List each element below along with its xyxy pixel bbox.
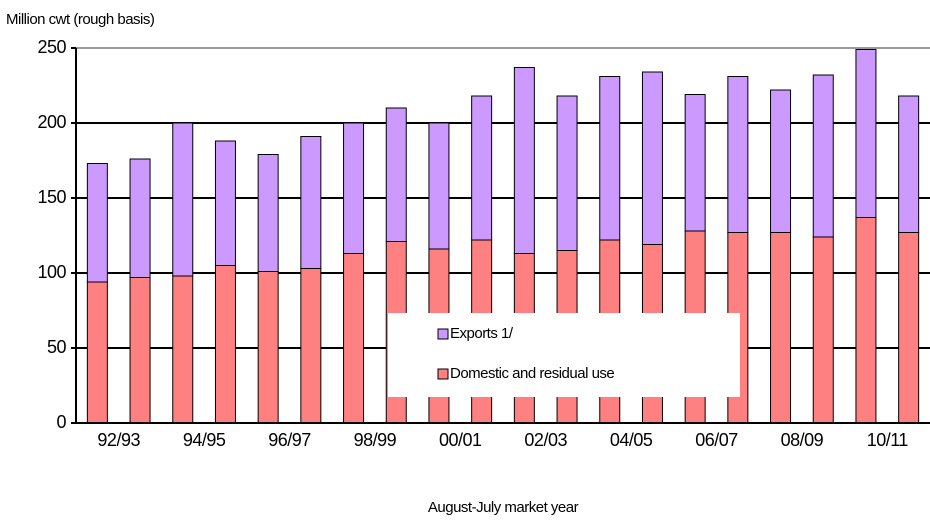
bar-segment (343, 122, 365, 254)
bar-segment (129, 277, 151, 424)
bar-segment (257, 154, 279, 272)
y-axis-label: Million cwt (rough basis) (6, 11, 155, 28)
bar-segment (214, 140, 236, 266)
bar-segment (129, 158, 151, 278)
x-tick-label: 10/11 (867, 430, 909, 450)
x-tick-label: 98/99 (354, 430, 397, 450)
bar-segment (855, 49, 877, 218)
bar-segment (471, 95, 493, 241)
bar-segment (599, 76, 621, 241)
x-tick-label: 92/93 (97, 430, 140, 450)
legend-label: Domestic and residual use (450, 365, 614, 382)
bar-segment (257, 271, 279, 424)
bar-segment (641, 71, 663, 245)
bar-segment (300, 268, 322, 424)
y-tick-label: 200 (37, 112, 66, 132)
legend-box (388, 313, 740, 397)
bar-segment (727, 76, 749, 233)
y-tick-label: 100 (37, 262, 66, 282)
bar-segment (556, 95, 578, 251)
bar-segment (86, 281, 108, 424)
bar-segment (684, 94, 706, 232)
legend-label: Exports 1/ (450, 325, 514, 342)
bar-segment (770, 89, 792, 233)
x-tick-label: 04/05 (610, 430, 653, 450)
bar-segment (898, 95, 920, 233)
x-tick-label: 06/07 (695, 430, 738, 450)
x-tick-label: 08/09 (781, 430, 824, 450)
legend-swatch (437, 368, 449, 380)
x-axis-label: August-July market year (428, 499, 579, 516)
bar-segment (343, 253, 365, 424)
x-tick-label: 94/95 (183, 430, 226, 450)
y-tick-label: 150 (37, 187, 66, 207)
y-tick-label: 0 (56, 412, 66, 432)
bar-segment (385, 107, 407, 242)
bar-segment (513, 67, 535, 254)
legend-swatch (437, 328, 449, 340)
bar-segment (770, 232, 792, 424)
bar-segment (300, 136, 322, 269)
bar-segment (86, 163, 108, 283)
bar-segment (812, 236, 834, 424)
y-tick-label: 50 (47, 337, 67, 357)
bar-segment (898, 232, 920, 424)
bar-segment (855, 217, 877, 424)
bar-segment (172, 275, 194, 424)
x-tick-label: 02/03 (524, 430, 567, 450)
bar-segment (428, 122, 450, 250)
bar-segment (172, 122, 194, 277)
x-tick-label: 00/01 (439, 430, 482, 450)
x-tick-label: 96/97 (268, 430, 311, 450)
bar-segment (214, 265, 236, 424)
y-tick-label: 250 (37, 37, 66, 57)
bar-segment (812, 74, 834, 238)
